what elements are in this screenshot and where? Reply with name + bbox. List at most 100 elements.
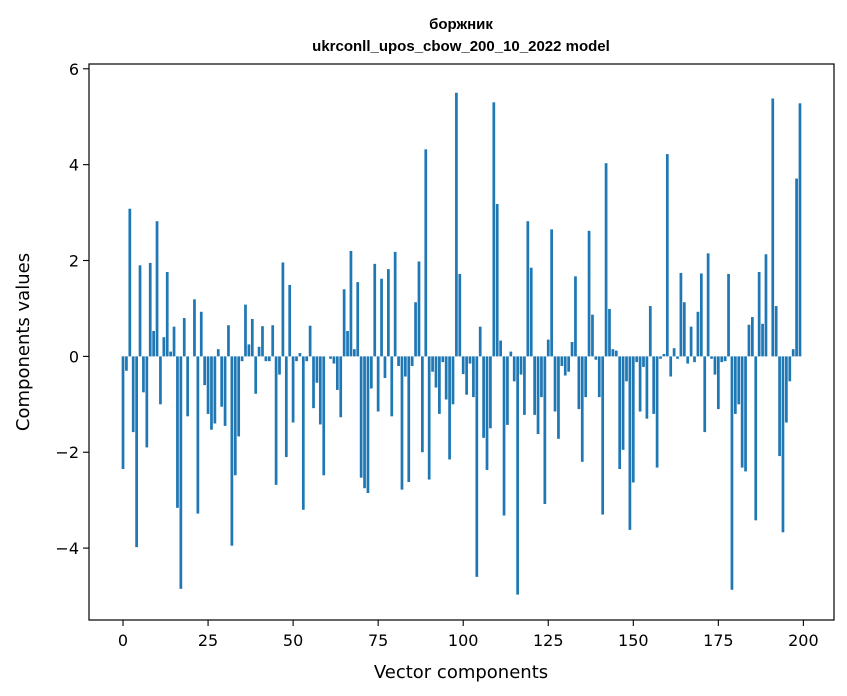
bar bbox=[267, 356, 271, 362]
bar bbox=[142, 356, 145, 393]
bar bbox=[682, 302, 686, 357]
bar bbox=[533, 356, 536, 415]
x-tick-label: 125 bbox=[533, 631, 564, 650]
bar bbox=[203, 356, 207, 386]
plot-area-frame bbox=[88, 63, 835, 621]
bar bbox=[352, 349, 356, 357]
y-tick-label: 6 bbox=[69, 60, 79, 79]
bar bbox=[342, 289, 346, 357]
bar bbox=[376, 356, 380, 412]
bar bbox=[397, 356, 400, 366]
bar bbox=[740, 356, 744, 468]
bar bbox=[587, 230, 591, 357]
bar bbox=[179, 356, 183, 589]
bar bbox=[614, 350, 618, 357]
bar bbox=[196, 356, 200, 514]
bar bbox=[526, 221, 530, 357]
bar bbox=[499, 340, 502, 357]
bar bbox=[295, 356, 298, 362]
bar bbox=[366, 356, 370, 493]
bar bbox=[485, 356, 489, 470]
bar bbox=[625, 356, 628, 382]
bar bbox=[138, 265, 142, 357]
bar bbox=[604, 163, 608, 357]
bar bbox=[754, 356, 758, 521]
bar bbox=[642, 356, 645, 367]
bar bbox=[791, 349, 795, 357]
bar bbox=[465, 356, 468, 395]
bar bbox=[502, 356, 506, 516]
bar bbox=[577, 356, 581, 410]
bar bbox=[264, 356, 268, 362]
x-axis-ticks: 0 25 50 75 100 125 150 175 200 bbox=[118, 620, 819, 650]
bar bbox=[774, 306, 778, 357]
bar bbox=[308, 325, 312, 357]
bar bbox=[563, 356, 567, 376]
chart-title-line-1: боржник bbox=[429, 16, 493, 33]
bar bbox=[672, 348, 676, 357]
bar bbox=[574, 276, 577, 357]
bar bbox=[676, 356, 679, 359]
bar bbox=[567, 356, 571, 372]
bar bbox=[240, 356, 244, 362]
bar bbox=[339, 356, 343, 418]
bar bbox=[288, 284, 292, 357]
bar bbox=[230, 356, 234, 546]
bar bbox=[706, 253, 710, 357]
bar bbox=[159, 356, 162, 405]
y-tick-label: 0 bbox=[69, 347, 79, 366]
bar bbox=[455, 92, 458, 357]
bar bbox=[332, 356, 336, 364]
y-tick-label: 4 bbox=[69, 156, 79, 175]
bar bbox=[584, 356, 588, 398]
bar bbox=[261, 326, 264, 357]
bar bbox=[301, 356, 305, 510]
bar bbox=[387, 269, 390, 357]
bar bbox=[223, 356, 227, 426]
bar bbox=[580, 356, 584, 462]
bar bbox=[441, 356, 445, 363]
bar bbox=[628, 356, 632, 530]
y-tick-label: 2 bbox=[69, 252, 79, 271]
bar bbox=[346, 330, 349, 357]
bar bbox=[278, 356, 281, 375]
bar bbox=[393, 251, 397, 357]
bar bbox=[720, 356, 724, 363]
bar bbox=[373, 263, 377, 357]
bar bbox=[390, 356, 394, 417]
bar bbox=[478, 326, 482, 357]
bar bbox=[621, 356, 625, 450]
bar bbox=[519, 356, 523, 375]
bar bbox=[669, 356, 673, 377]
x-tick-label: 75 bbox=[368, 631, 388, 650]
bar bbox=[540, 356, 543, 398]
bar bbox=[638, 356, 642, 412]
bar bbox=[451, 356, 455, 405]
bar bbox=[257, 346, 261, 357]
bar bbox=[751, 317, 754, 357]
bar bbox=[407, 356, 411, 482]
bar bbox=[689, 326, 693, 357]
y-tick-label: −2 bbox=[55, 443, 79, 462]
bar bbox=[492, 102, 496, 357]
bar bbox=[761, 323, 764, 357]
bar bbox=[213, 356, 217, 424]
bar bbox=[713, 356, 717, 375]
bar bbox=[274, 356, 278, 485]
x-tick-label: 175 bbox=[703, 631, 734, 650]
bar bbox=[757, 272, 761, 357]
bar bbox=[448, 356, 451, 460]
y-axis-ticks: −4 −2 0 2 4 6 bbox=[55, 60, 89, 558]
bar bbox=[438, 356, 441, 414]
bar bbox=[254, 356, 258, 394]
bar bbox=[298, 353, 302, 357]
bar bbox=[771, 98, 775, 357]
chart-title-line-2: ukrconll_upos_cbow_200_10_2022 model bbox=[312, 38, 610, 55]
bar bbox=[421, 356, 424, 453]
bar bbox=[795, 178, 798, 357]
bar bbox=[206, 356, 210, 414]
bar bbox=[594, 356, 598, 360]
bar bbox=[121, 356, 125, 470]
bar bbox=[458, 273, 462, 357]
